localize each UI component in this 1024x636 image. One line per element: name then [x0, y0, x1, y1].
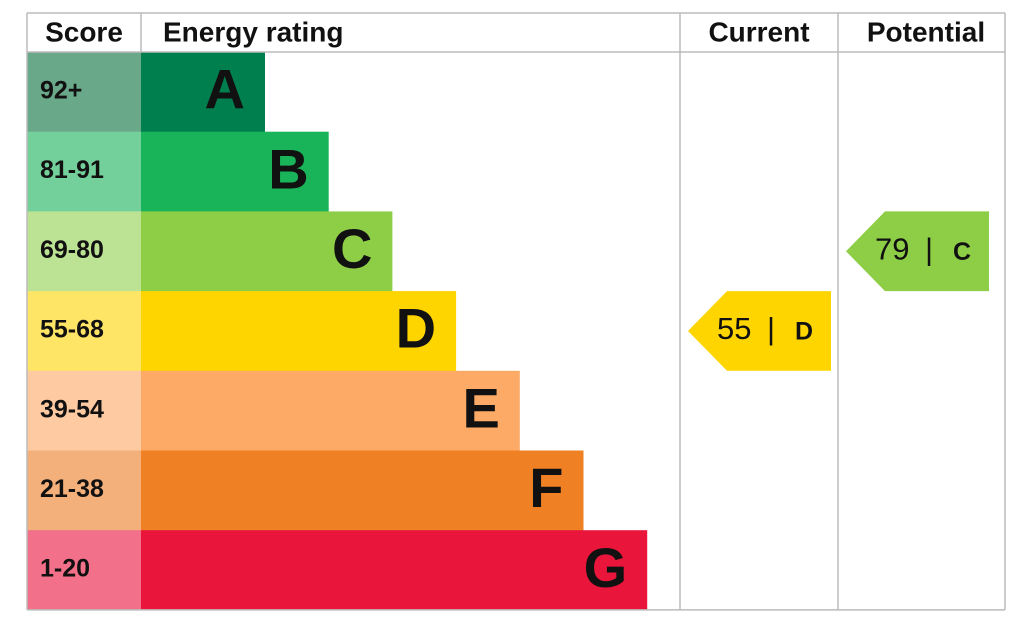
rating-bar [141, 370, 520, 451]
rating-bar [141, 450, 584, 531]
rating-letter: E [462, 376, 499, 439]
score-label: 1-20 [40, 555, 90, 583]
score-cell [27, 450, 141, 531]
score-cell [27, 211, 141, 292]
score-label: 69-80 [40, 236, 104, 264]
score-label: 39-54 [40, 395, 104, 423]
potential-arrow [846, 211, 989, 292]
score-label: 92+ [40, 76, 82, 104]
score-label: 21-38 [40, 475, 104, 503]
score-cell [27, 370, 141, 451]
rating-letter: C [332, 217, 372, 280]
header-rating: Energy rating [163, 16, 343, 47]
score-cell [27, 131, 141, 212]
score-cell [27, 291, 141, 372]
potential-value: 79 [875, 231, 909, 266]
header-current: Current [708, 16, 809, 47]
rating-letter: F [529, 456, 563, 519]
score-cell [27, 52, 141, 133]
current-value: 55 [717, 311, 751, 346]
rating-bar [141, 211, 393, 292]
rating-letter: B [268, 137, 308, 200]
potential-letter: C [953, 238, 971, 266]
rating-bar [141, 131, 329, 212]
potential-separator: | [925, 231, 933, 266]
rating-letter: G [584, 536, 628, 599]
rating-bar [141, 52, 265, 133]
rating-letter: A [205, 58, 245, 121]
rating-bar [141, 530, 648, 611]
score-label: 55-68 [40, 316, 104, 344]
header-potential: Potential [867, 16, 985, 47]
score-label: 81-91 [40, 156, 104, 184]
score-cell [27, 530, 141, 611]
rating-bar [141, 291, 457, 372]
current-arrow [688, 291, 831, 371]
header-score: Score [45, 16, 123, 47]
rating-letter: D [396, 297, 436, 360]
current-letter: D [795, 318, 813, 346]
current-separator: | [767, 311, 775, 346]
